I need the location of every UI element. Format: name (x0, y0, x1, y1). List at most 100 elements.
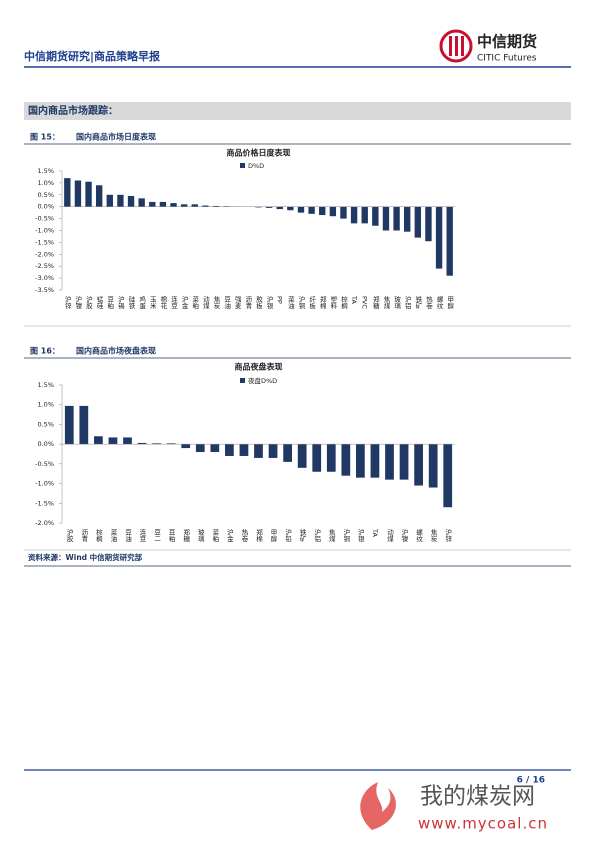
x-tick-label: 棕榈 (94, 528, 102, 544)
x-tick-label: 棕榈 (339, 295, 347, 311)
x-tick-label: 铁矿 (298, 528, 306, 544)
bar (225, 444, 234, 456)
x-tick-label: 螺纹 (435, 295, 443, 311)
logo-en: CITIC Futures (477, 54, 537, 64)
y-tick-label: -1.5% (35, 238, 54, 246)
bar (443, 444, 453, 508)
bar (127, 195, 135, 207)
bar (108, 437, 118, 445)
logo (439, 29, 473, 63)
bar (372, 206, 379, 226)
bar (341, 444, 351, 476)
bar (329, 206, 337, 217)
x-tick-label: 豆粕 (167, 529, 175, 544)
bar (254, 444, 263, 458)
x-tick-label: 沪锌 (63, 295, 71, 311)
x-tick-label: 强麦 (233, 296, 241, 311)
logo-cn: 中信期货 (477, 33, 537, 51)
y-tick-label: 0.0% (37, 440, 54, 448)
bar (170, 203, 177, 207)
x-tick-label: 连豆 (138, 528, 146, 543)
bar (370, 444, 380, 478)
x-tick-label: PVC (361, 296, 369, 309)
bar (446, 206, 453, 276)
x-tick-label: 塑料 (329, 295, 337, 311)
x-tick-label: 郑糖 (371, 296, 379, 311)
x-tick-label: 沪胶 (65, 528, 73, 544)
x-tick-label: 沪镍 (400, 528, 408, 544)
bar (210, 444, 220, 453)
x-tick-label: 沪铝 (403, 295, 411, 311)
bar (166, 443, 176, 445)
y-tick-label: -3.0% (35, 274, 54, 282)
bar (340, 206, 347, 219)
x-tick-label: 豆二 (153, 529, 161, 543)
section-title: 国内商品市场跟踪： (28, 104, 118, 117)
bar (265, 206, 273, 208)
y-tick-label: -1.5% (35, 499, 54, 507)
watermark-name: 我的煤炭网 (420, 784, 535, 810)
legend-swatch (240, 163, 245, 168)
header-title: 中信期货研究|商品策略早报 (24, 49, 161, 63)
bar (297, 444, 307, 468)
x-tick-label: 沪铝 (313, 528, 321, 544)
bar (425, 206, 432, 242)
y-tick-label: -2.0% (35, 519, 54, 527)
bar (195, 444, 205, 453)
bar (149, 201, 156, 207)
section-band (24, 102, 571, 120)
x-tick-label: 沪铜 (342, 528, 350, 544)
bar (159, 201, 167, 207)
figure-caption: 国内商品市场夜盘表现 (76, 346, 156, 356)
source: 资料来源：Wind 中信期货研究部 (28, 552, 143, 562)
x-tick-label: 菜油 (286, 295, 294, 311)
bar (326, 444, 336, 472)
x-tick-label: 沪铅 (284, 528, 292, 544)
y-tick-label: -0.5% (35, 460, 54, 468)
y-tick-label: -2.0% (35, 250, 54, 258)
watermark-url: www.mycoal.cn (418, 815, 548, 833)
x-tick-label: 豆油 (223, 296, 231, 311)
y-tick-label: -1.0% (35, 227, 54, 235)
legend-label: D%D (248, 162, 264, 170)
bar (137, 442, 147, 445)
y-tick-label: -3.5% (35, 286, 54, 294)
x-tick-label: 沪镍 (74, 295, 82, 311)
x-tick-label: 纤板 (308, 295, 316, 311)
figure-label: 图 16： (30, 347, 60, 356)
bar (276, 206, 283, 210)
x-tick-label: 沪银 (356, 528, 364, 544)
x-tick-label: 菜粕 (191, 295, 199, 311)
x-tick-label: 豆油 (124, 529, 132, 544)
x-tick-label: 动煤 (386, 529, 394, 544)
x-tick-label: 沪胶 (85, 295, 93, 311)
bar (356, 444, 365, 478)
x-tick-label: 沪锡 (116, 295, 124, 311)
x-tick-label: 沪铜 (297, 295, 305, 311)
figure-label: 图 15： (30, 133, 60, 142)
x-tick-label: 菜粕 (211, 528, 219, 544)
x-tick-label: 焦煤 (327, 528, 335, 544)
bar (385, 444, 394, 480)
y-tick-label: -0.5% (35, 215, 54, 223)
x-tick-label: 焦煤 (382, 295, 390, 311)
bar (414, 444, 423, 486)
bar (191, 204, 198, 207)
bar (181, 444, 191, 449)
page-number: 6 / 16 (517, 776, 545, 786)
y-tick-label: 1.5% (37, 167, 54, 175)
x-tick-label: 玻璃 (196, 528, 204, 544)
y-tick-label: 1.0% (37, 401, 54, 409)
x-tick-label: 焦炭 (212, 295, 220, 311)
x-tick-label: 菜油 (109, 528, 117, 544)
y-tick-label: 0.0% (37, 203, 54, 211)
legend-label: 夜盘D%D (248, 376, 277, 385)
x-tick-label: 动煤 (201, 296, 209, 311)
bar (79, 405, 89, 445)
x-tick-label: 沪金 (225, 528, 233, 543)
bar (255, 206, 262, 208)
bar (268, 444, 278, 458)
bar (350, 206, 358, 224)
bar (297, 206, 305, 213)
x-tick-label: PP (276, 296, 284, 304)
